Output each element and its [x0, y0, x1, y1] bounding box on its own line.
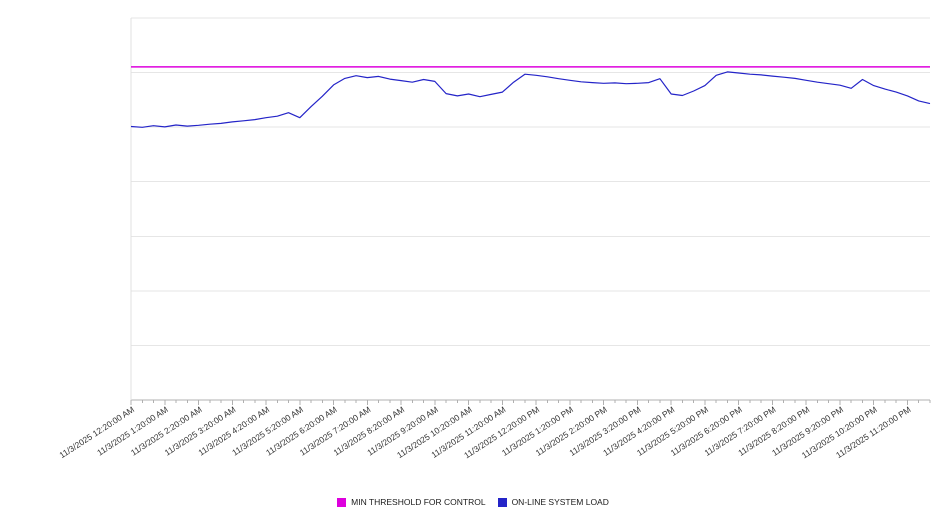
legend-item-min-threshold[interactable]: MIN THRESHOLD FOR CONTROL: [337, 497, 486, 507]
legend-item-system-load[interactable]: ON-LINE SYSTEM LOAD: [497, 497, 609, 507]
legend-swatch-system-load: [497, 497, 507, 507]
legend-swatch-min-threshold: [337, 497, 347, 507]
series-system-load-line: [130, 71, 931, 128]
line-chart: 11/3/2025 12:20:00 AM 11/3/2025 1:20:00 A…: [57, 17, 931, 460]
chart-legend: MIN THRESHOLD FOR CONTROL ON-LINE SYSTEM…: [0, 497, 946, 507]
legend-label-min-threshold: MIN THRESHOLD FOR CONTROL: [351, 497, 486, 507]
legend-label-system-load: ON-LINE SYSTEM LOAD: [511, 497, 609, 507]
